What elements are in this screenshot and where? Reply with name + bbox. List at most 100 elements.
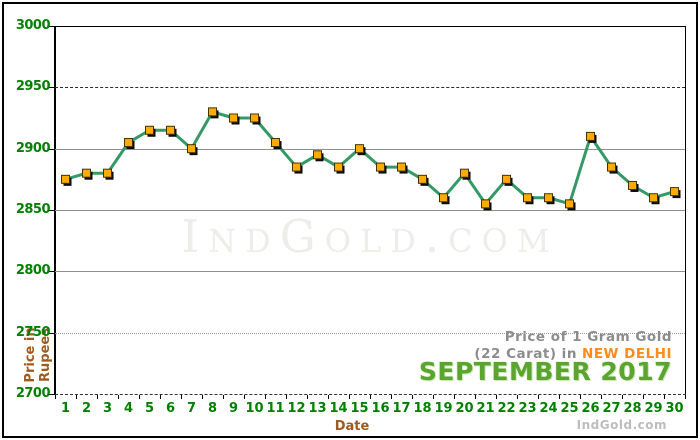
x-tick-label: 2 <box>81 401 92 416</box>
data-point-marker <box>481 199 490 209</box>
x-axis-tick <box>265 395 266 399</box>
x-tick-label: 24 <box>539 401 558 416</box>
x-axis-tick <box>601 395 602 399</box>
x-axis-tick <box>181 395 182 399</box>
data-point-marker <box>208 107 217 117</box>
x-tick-label: 27 <box>602 401 621 416</box>
y-axis-tick <box>49 87 55 89</box>
title-month: SEPTEMBER 2017 <box>418 357 672 386</box>
data-point-marker <box>124 138 133 148</box>
title-carat: (22 Carat) in <box>474 346 577 362</box>
x-axis-tick <box>622 395 623 399</box>
title-line-1: Price of 1 Gram Gold <box>504 329 672 345</box>
y-axis-tick <box>49 271 55 273</box>
x-axis-tick <box>412 395 413 399</box>
x-axis-tick <box>307 395 308 399</box>
x-tick-label: 6 <box>165 401 176 416</box>
data-point-marker <box>103 168 112 178</box>
data-point-marker <box>544 193 553 203</box>
x-tick-label: 23 <box>518 401 537 416</box>
data-point-marker <box>460 168 469 178</box>
watermark-text: IndGold.com <box>181 210 559 263</box>
data-point-marker <box>271 138 280 148</box>
data-point-marker <box>376 162 385 172</box>
x-tick-label: 19 <box>434 401 453 416</box>
x-tick-label: 16 <box>371 401 390 416</box>
x-tick-label: 8 <box>207 401 218 416</box>
gridline-2850 <box>55 210 685 211</box>
title-line-2: (22 Carat) in NEW DELHI <box>419 345 672 362</box>
x-axis-tick <box>223 395 224 399</box>
x-axis-tick <box>580 395 581 399</box>
x-axis-tick <box>349 395 350 399</box>
data-point-marker <box>397 162 406 172</box>
x-tick-label: 7 <box>186 401 197 416</box>
x-axis-tick <box>454 395 455 399</box>
x-tick-label: 17 <box>392 401 411 416</box>
x-axis-tick <box>643 395 644 399</box>
x-tick-label: 3 <box>102 401 113 416</box>
data-point-marker <box>82 168 91 178</box>
x-tick-label: 22 <box>497 401 516 416</box>
data-point-marker <box>670 187 679 197</box>
title-city: NEW DELHI <box>582 346 672 362</box>
data-point-marker <box>649 193 658 203</box>
x-axis-tick <box>685 395 686 399</box>
x-tick-label: 18 <box>413 401 432 416</box>
x-tick-label: 28 <box>623 401 642 416</box>
x-axis-tick <box>328 395 329 399</box>
plot-right-border <box>685 26 686 394</box>
x-tick-label: 4 <box>123 401 134 416</box>
x-tick-label: 25 <box>560 401 579 416</box>
x-axis-tick <box>496 395 497 399</box>
plot-top-border <box>55 26 686 27</box>
data-point-marker <box>187 144 196 154</box>
x-axis-tick <box>475 395 476 399</box>
x-tick-label: 14 <box>329 401 348 416</box>
data-point-marker <box>502 174 511 184</box>
plot-area <box>55 26 685 394</box>
x-tick-label: 20 <box>455 401 474 416</box>
x-tick-label: 13 <box>308 401 327 416</box>
x-axis-tick <box>118 395 119 399</box>
y-tick-label: 3000 <box>15 18 51 33</box>
gridline-2950 <box>55 87 685 89</box>
x-axis-tick <box>286 395 287 399</box>
y-tick-label: 2700 <box>15 386 51 401</box>
y-tick-label: 2950 <box>15 79 51 95</box>
data-point-marker <box>313 150 322 160</box>
data-point-marker <box>628 180 637 190</box>
x-axis-tick <box>664 395 665 399</box>
x-axis-line <box>55 394 686 395</box>
x-axis-tick <box>391 395 392 399</box>
y-tick-label: 2900 <box>15 140 51 156</box>
x-tick-label: 1 <box>60 401 71 416</box>
data-point-marker <box>145 125 154 135</box>
y-axis-tick <box>49 394 55 395</box>
x-axis-tick <box>370 395 371 399</box>
x-axis-tick <box>517 395 518 399</box>
data-point-marker <box>523 193 532 203</box>
data-point-marker <box>229 113 238 123</box>
y-axis-tick <box>49 26 55 27</box>
gridline-2750 <box>55 332 685 334</box>
data-point-marker <box>292 162 301 172</box>
data-point-marker <box>334 162 343 172</box>
price-line <box>64 110 676 206</box>
y-tick-label: 2850 <box>15 202 51 217</box>
x-axis-tick <box>139 395 140 399</box>
data-point-marker <box>565 199 574 209</box>
y-axis-tick <box>49 332 55 334</box>
y-tick-label: 2750 <box>15 324 51 340</box>
data-point-marker <box>61 174 70 184</box>
x-tick-label: 15 <box>350 401 369 416</box>
x-tick-label: 12 <box>287 401 306 416</box>
x-axis-tick <box>538 395 539 399</box>
x-tick-label: 10 <box>245 401 264 416</box>
x-axis-tick <box>433 395 434 399</box>
x-tick-label: 30 <box>665 401 684 416</box>
x-axis-tick <box>244 395 245 399</box>
data-point-marker <box>166 125 175 135</box>
